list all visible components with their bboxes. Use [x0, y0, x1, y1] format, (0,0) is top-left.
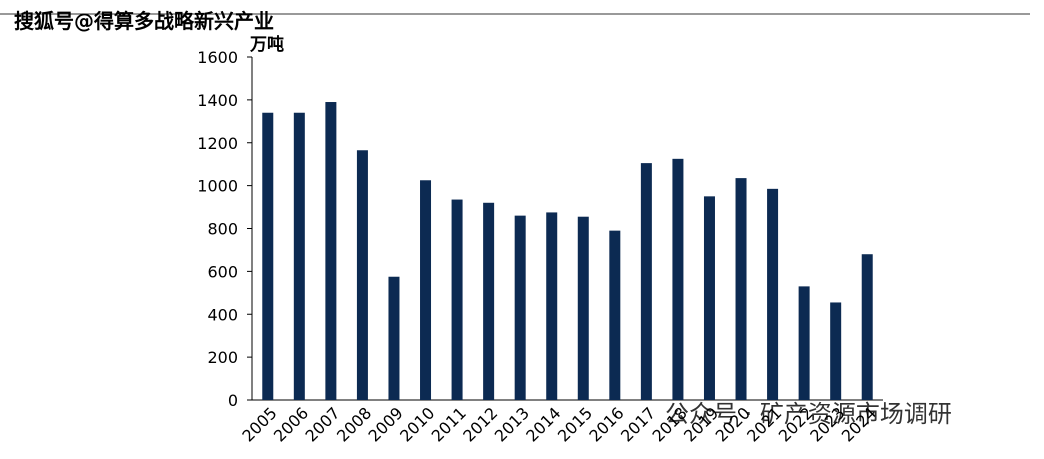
- bar: [640, 163, 652, 400]
- bar: [861, 254, 873, 400]
- y-tick-label: 1000: [197, 177, 238, 196]
- bar: [798, 286, 810, 400]
- x-tick-label: 2015: [554, 403, 596, 445]
- x-tick-label: 2005: [238, 403, 280, 445]
- y-tick-label: 1400: [197, 91, 238, 110]
- bar: [546, 212, 558, 400]
- bar: [672, 158, 684, 400]
- bar: [420, 180, 432, 400]
- x-tick-label: 2006: [270, 403, 312, 445]
- x-tick-label: 2012: [459, 403, 501, 445]
- watermark: 公众号 · 矿产资源市场调研: [665, 400, 952, 428]
- y-tick-label: 600: [207, 262, 238, 281]
- y-tick-label: 400: [207, 305, 238, 324]
- bar: [325, 102, 337, 401]
- x-tick-label: 2017: [617, 403, 659, 445]
- bar: [356, 150, 368, 400]
- watermark: 搜狐号@得算多战略新兴产业: [14, 9, 274, 33]
- bar: [735, 178, 747, 400]
- y-tick-label: 200: [207, 348, 238, 367]
- bar: [830, 302, 842, 400]
- x-tick-label: 2014: [522, 403, 564, 445]
- y-axis-unit: 万吨: [249, 34, 284, 55]
- y-tick-label: 1600: [197, 48, 238, 67]
- bar: [451, 199, 463, 400]
- x-tick-label: 2013: [491, 403, 533, 445]
- y-tick-label: 800: [207, 220, 238, 239]
- x-tick-label: 2009: [365, 403, 407, 445]
- bar: [293, 112, 305, 401]
- x-tick-label: 2008: [333, 403, 375, 445]
- x-tick-label: 2007: [301, 403, 343, 445]
- x-tick-label: 2011: [428, 403, 470, 445]
- bar: [483, 202, 495, 400]
- x-tick-label: 2010: [396, 403, 438, 445]
- bar: [262, 112, 274, 401]
- bar: [514, 215, 526, 400]
- bar: [767, 188, 779, 400]
- y-tick-label: 1200: [197, 134, 238, 153]
- bar: [703, 196, 715, 400]
- bar: [577, 216, 589, 400]
- bar: [609, 230, 621, 400]
- x-tick-label: 2016: [585, 403, 627, 445]
- bar: [388, 276, 400, 400]
- y-tick-label: 0: [228, 391, 238, 410]
